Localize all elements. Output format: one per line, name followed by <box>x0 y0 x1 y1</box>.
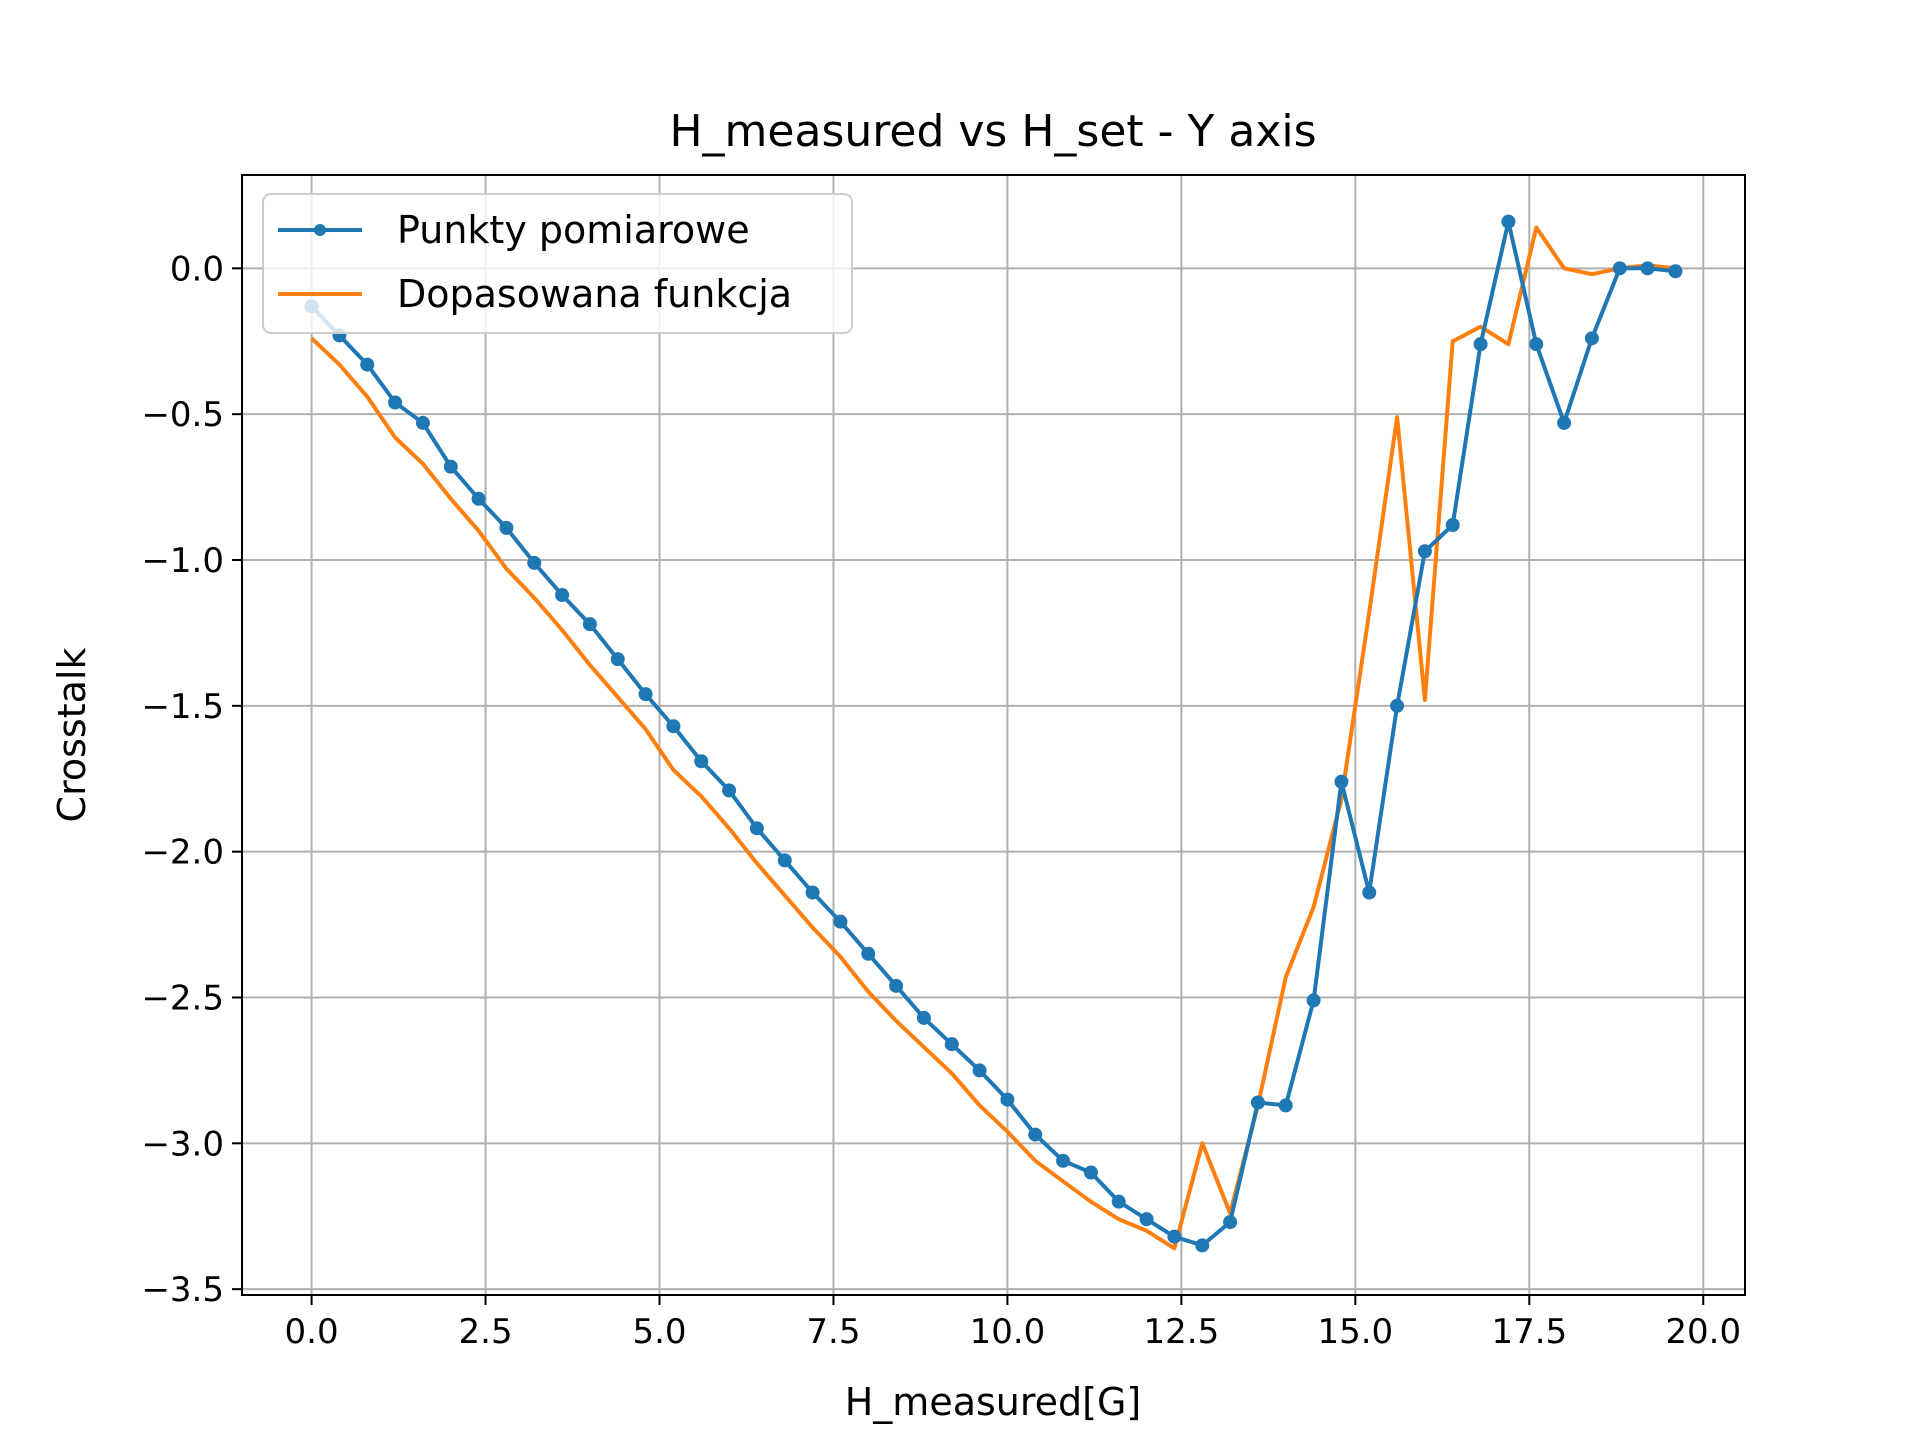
y-tick-label: −3.0 <box>141 1124 224 1164</box>
x-tick-label: 0.0 <box>285 1312 339 1352</box>
legend-box <box>262 193 853 334</box>
legend-label-fit: Dopasowana funkcja <box>397 272 792 316</box>
data-point-measured <box>666 719 681 734</box>
data-point-measured <box>415 415 430 430</box>
data-point-measured <box>1612 261 1627 276</box>
x-tick-label: 2.5 <box>459 1312 513 1352</box>
axis-ticks: 0.0 2.5 5.0 7.5 10.0 12.5 15.0 17.5 20.0 0.0 −0.5 −… <box>141 249 1741 1352</box>
x-tick-label: 5.0 <box>632 1312 686 1352</box>
data-point-measured <box>1111 1194 1126 1209</box>
y-tick-label: −1.0 <box>141 541 224 581</box>
data-point-measured <box>833 914 848 929</box>
data-point-measured <box>1362 885 1377 900</box>
x-tick-label: 10.0 <box>970 1312 1046 1352</box>
data-point-measured <box>1167 1229 1182 1244</box>
data-point-measured <box>1139 1212 1154 1227</box>
y-axis-label: Crosstalk <box>50 648 94 823</box>
data-point-measured <box>1278 1098 1293 1113</box>
data-point-measured <box>610 652 625 667</box>
y-tick-label: −3.5 <box>141 1270 224 1310</box>
legend: Punkty pomiarowe Dopasowana funkcja <box>262 193 853 334</box>
data-point-measured <box>1334 774 1349 789</box>
data-point-measured <box>916 1010 931 1025</box>
data-point-measured <box>1390 698 1405 713</box>
data-point-measured <box>722 783 737 798</box>
x-tick-label: 20.0 <box>1665 1312 1741 1352</box>
data-point-measured <box>1529 337 1544 352</box>
data-point-measured <box>777 853 792 868</box>
data-point-measured <box>388 395 403 410</box>
data-point-measured <box>1083 1165 1098 1180</box>
data-point-measured <box>1250 1095 1265 1110</box>
data-point-measured <box>1668 264 1683 279</box>
data-point-measured <box>1445 518 1460 532</box>
y-tick-label: −2.0 <box>141 833 224 873</box>
data-point-measured <box>499 520 514 535</box>
data-point-measured <box>1417 544 1432 559</box>
y-tick-label: 0.0 <box>170 249 224 289</box>
plot-frame <box>241 174 1746 1296</box>
y-tick-label: −0.5 <box>141 395 224 435</box>
data-point-measured <box>471 491 486 506</box>
data-point-measured <box>805 885 820 900</box>
x-tick-label: 15.0 <box>1317 1312 1393 1352</box>
data-point-measured <box>1306 993 1321 1008</box>
data-point-measured <box>694 754 709 769</box>
series-layer <box>304 214 1683 1253</box>
x-tick-label: 17.5 <box>1491 1312 1567 1352</box>
data-point-measured <box>1195 1238 1210 1253</box>
series-line-fit <box>310 225 1676 1251</box>
data-point-measured <box>638 687 653 702</box>
data-point-measured <box>1056 1153 1071 1168</box>
data-point-measured <box>1473 337 1488 352</box>
data-point-measured <box>1640 261 1655 276</box>
data-point-measured <box>360 357 375 372</box>
legend-label-measured: Punkty pomiarowe <box>397 208 750 252</box>
x-axis-label: H_measured[G] <box>845 1380 1142 1424</box>
data-point-measured <box>527 555 542 570</box>
series-line-measured <box>310 219 1676 1248</box>
x-tick-label: 12.5 <box>1144 1312 1220 1352</box>
y-tick-label: −2.5 <box>141 979 224 1019</box>
data-point-measured <box>889 978 904 993</box>
grid <box>242 175 1745 1295</box>
data-point-measured <box>582 617 597 632</box>
data-point-measured <box>1557 415 1572 430</box>
data-point-measured <box>861 946 876 961</box>
data-point-measured <box>972 1063 987 1078</box>
chart-title: H_measured vs H_set - Y axis <box>669 106 1316 157</box>
data-point-measured <box>1000 1092 1015 1107</box>
y-tick-label: −1.5 <box>141 687 224 727</box>
data-point-measured <box>1501 214 1516 229</box>
data-point-measured <box>443 459 458 474</box>
data-point-measured <box>555 588 570 602</box>
x-tick-label: 7.5 <box>806 1312 860 1352</box>
data-point-measured <box>944 1037 959 1052</box>
data-point-measured <box>1584 331 1599 346</box>
data-point-measured <box>749 821 764 836</box>
data-point-measured <box>1223 1215 1238 1230</box>
legend-marker-measured <box>314 224 326 236</box>
data-point-measured <box>1028 1127 1043 1142</box>
